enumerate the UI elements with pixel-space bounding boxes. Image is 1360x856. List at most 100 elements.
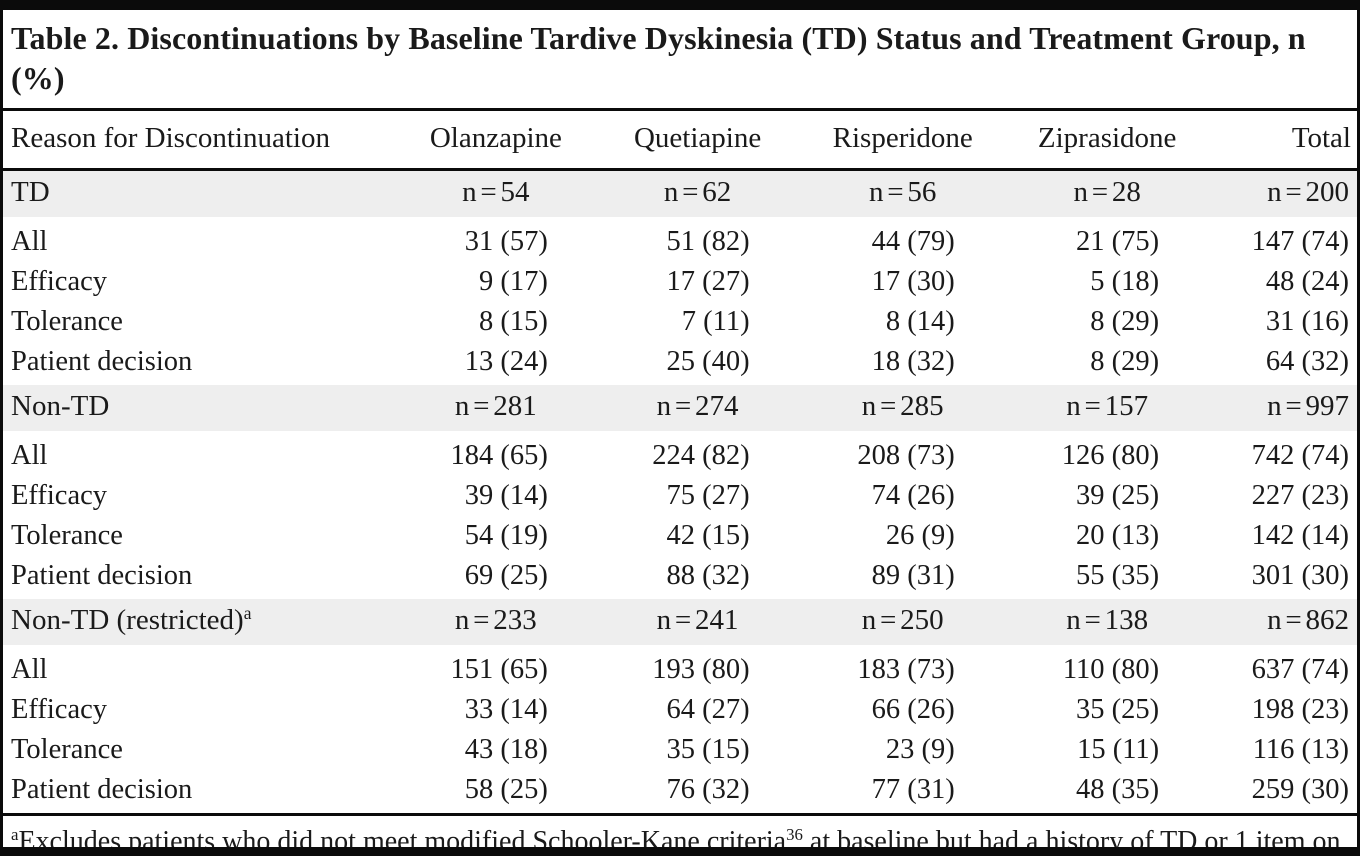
cell-value: 35 (15) [666,733,750,765]
table-row: Patient decision 58 (25) 76 (32) 77 (31)… [3,769,1357,816]
section-n-olanzapine: n = 233 [395,598,597,645]
section-row-non-td: Non-TD n = 281 n = 274 n = 285 n = 157 n… [3,384,1357,431]
table-row: Efficacy 33 (14) 64 (27) 66 (26) 35 (25)… [3,690,1357,730]
section-n-total: n = 200 [1208,169,1357,217]
cell-value: 74 (26) [871,479,955,511]
cell-value: 48 (35) [1006,769,1209,816]
cell-value: 20 (13) [1076,519,1160,551]
cell-value: 7 (11) [681,305,750,337]
cell-value: 89 (31) [871,559,955,591]
section-n-olanzapine: n = 54 [395,169,597,217]
cell-value: 44 (79) [871,225,955,257]
cell-value: 8 (29) [1090,345,1160,377]
column-header-reason: Reason for Discontinuation [3,110,396,171]
cell-value: 259 (30) [1208,769,1357,816]
footnote-reference-sup: 36 [786,825,803,845]
cell-value: 31 (57) [464,225,548,257]
cell-value: 742 (74) [1251,439,1349,471]
cell-value: 147 (74) [1251,225,1349,257]
cell-value: 39 (14) [464,479,548,511]
cell-value: 227 (23) [1251,479,1349,511]
section-n-risperidone: n = 56 [799,169,1007,217]
cell-value: 64 (32) [1265,345,1349,377]
cell-value: 39 (25) [1076,479,1160,511]
cell-value: 25 (40) [666,345,750,377]
section-row-td: TD n = 54 n = 62 n = 56 n = 28 n = 200 [3,169,1357,217]
cell-value: 184 (65) [450,439,548,471]
cell-value: 8 (15) [478,305,548,337]
section-n-ziprasidone: n = 157 [1006,384,1209,431]
section-label: Non-TD [3,384,396,431]
cell-value: 23 (9) [885,733,955,765]
row-label: Patient decision [11,345,193,377]
cell-value: 48 (24) [1265,265,1349,297]
cell-value: 8 (29) [1090,305,1160,337]
footnote-text: at baseline but had a history of TD or 1… [809,825,1341,856]
cell-value: 183 (73) [857,653,955,685]
cell-value: 13 (24) [464,345,548,377]
column-header-ziprasidone: Ziprasidone [1006,110,1209,171]
discontinuations-table: Reason for Discontinuation Olanzapine Qu… [3,110,1357,816]
section-n-risperidone: n = 285 [799,384,1007,431]
cell-value: 5 (18) [1090,265,1160,297]
section-n-ziprasidone: n = 138 [1006,598,1209,645]
footnote-text: Excludes patients who did not meet modif… [18,825,787,856]
cell-value: 116 (13) [1252,733,1349,765]
table-row: Tolerance 43 (18) 35 (15) 23 (9) 15 (11)… [3,730,1357,770]
cell-value: 17 (30) [871,265,955,297]
cell-value: 224 (82) [652,439,750,471]
cell-value: 9 (17) [478,265,548,297]
footnote-marker-sup: a [243,603,252,624]
row-label: All [11,225,48,257]
cell-value: 18 (32) [871,345,955,377]
cell-value: 21 (75) [1076,225,1160,257]
row-label: Efficacy [11,265,107,297]
section-n-quetiapine: n = 274 [596,384,800,431]
cell-value: 35 (25) [1076,693,1160,725]
column-header-risperidone: Risperidone [799,110,1007,171]
section-n-ziprasidone: n = 28 [1006,169,1209,217]
cell-value: 69 (25) [464,559,548,591]
cell-value: 88 (32) [666,559,750,591]
cell-value: 8 (14) [885,305,955,337]
cell-value: 76 (32) [596,769,800,816]
row-label: All [11,439,48,471]
cell-value: 31 (16) [1265,305,1349,337]
cell-value: 142 (14) [1251,519,1349,551]
cell-value: 26 (9) [885,519,955,551]
cell-value: 64 (27) [666,693,750,725]
cell-value: 301 (30) [1251,559,1349,591]
table-row: All 184 (65) 224 (82) 208 (73) 126 (80) … [3,431,1357,476]
cell-value: 54 (19) [464,519,548,551]
cell-value: 43 (18) [464,733,548,765]
table-row: All 31 (57) 51 (82) 44 (79) 21 (75) 147 … [3,217,1357,262]
section-n-risperidone: n = 250 [799,598,1007,645]
table-footnote: aExcludes patients who did not meet modi… [3,816,1357,856]
section-label: TD [3,169,396,217]
cell-value: 33 (14) [464,693,548,725]
cell-value: 151 (65) [450,653,548,685]
cell-value: 66 (26) [871,693,955,725]
cell-value: 126 (80) [1061,439,1160,471]
row-label: Patient decision [11,559,193,591]
section-label: Non-TD (restricted)a [3,598,396,645]
table-row: Patient decision 13 (24) 25 (40) 18 (32)… [3,342,1357,385]
cell-value: 198 (23) [1251,693,1349,725]
column-header-row: Reason for Discontinuation Olanzapine Qu… [3,110,1357,171]
cell-value: 193 (80) [652,653,750,685]
row-label: Patient decision [3,769,396,816]
cell-value: 55 (35) [1076,559,1160,591]
section-n-quetiapine: n = 62 [596,169,800,217]
row-label: Tolerance [11,733,123,765]
cell-value: 77 (31) [799,769,1007,816]
column-header-olanzapine: Olanzapine [395,110,597,171]
row-label: Tolerance [11,305,123,337]
cell-value: 17 (27) [666,265,750,297]
row-label: Efficacy [11,479,107,511]
cell-value: 15 (11) [1077,733,1160,765]
row-label: Efficacy [11,693,107,725]
section-row-non-td-restricted: Non-TD (restricted)a n = 233 n = 241 n =… [3,598,1357,645]
section-n-quetiapine: n = 241 [596,598,800,645]
table-row: Tolerance 54 (19) 42 (15) 26 (9) 20 (13)… [3,516,1357,556]
table-row: Patient decision 69 (25) 88 (32) 89 (31)… [3,556,1357,599]
